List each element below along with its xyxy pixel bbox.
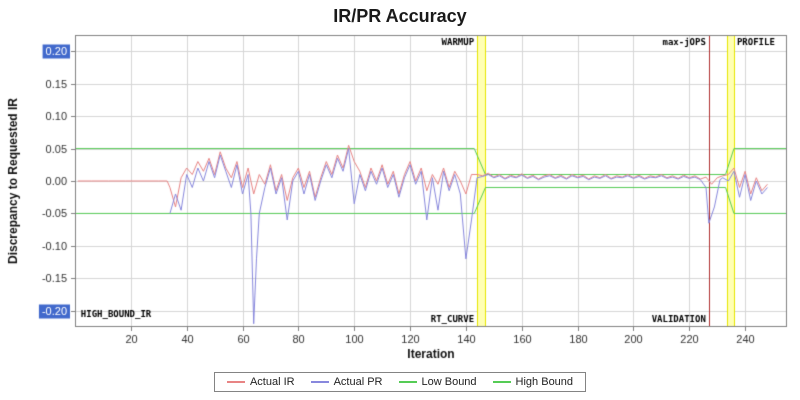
legend-swatch <box>226 381 245 383</box>
legend-item: Actual PR <box>310 376 383 388</box>
legend-label: Low Bound <box>421 376 477 388</box>
legend-swatch <box>310 381 329 383</box>
legend-label: Actual PR <box>333 376 383 388</box>
legend-item: Low Bound <box>398 376 477 388</box>
legend-item: High Bound <box>492 376 574 388</box>
legend-item: Actual IR <box>226 376 295 388</box>
legend-swatch <box>398 381 417 383</box>
legend-label: Actual IR <box>249 376 295 388</box>
legend-label: High Bound <box>515 376 574 388</box>
chart-canvas <box>0 27 800 371</box>
legend-bar: Actual IR Actual PR Low Bound High Bound <box>0 372 800 392</box>
chart-legend: Actual IR Actual PR Low Bound High Bound <box>213 372 587 392</box>
chart-title: IR/PR Accuracy <box>333 6 467 26</box>
legend-swatch <box>492 381 511 383</box>
